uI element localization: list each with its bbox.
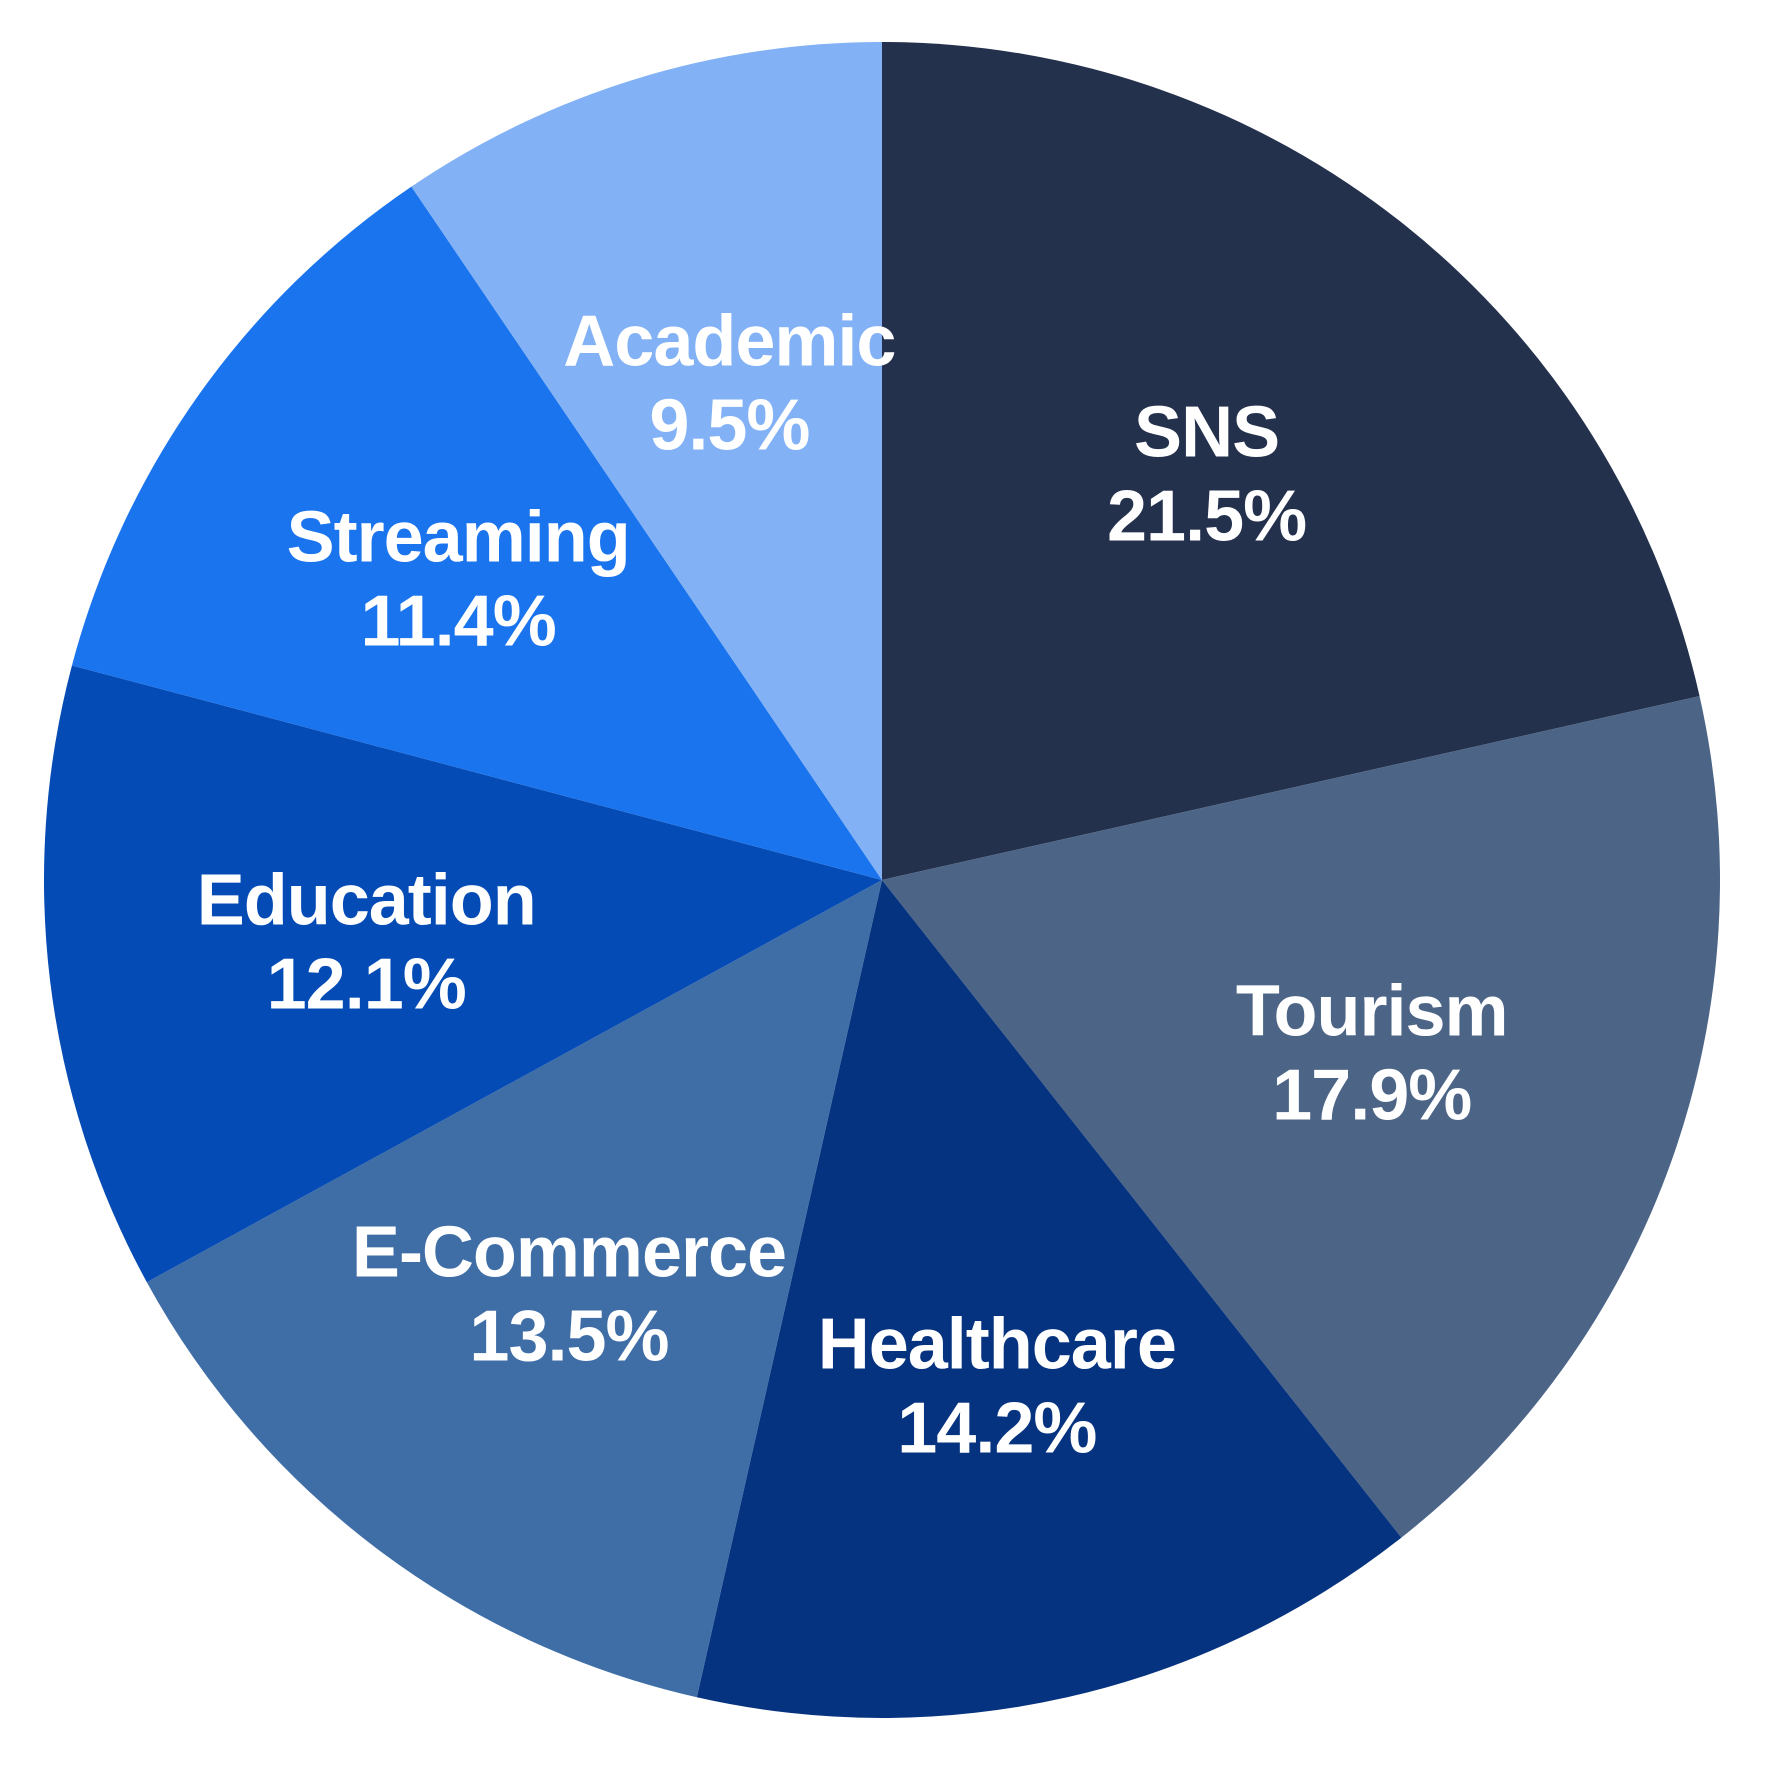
slice-label-streaming: Streaming [287,498,630,578]
pie-slice-e-commerce [146,880,883,1698]
slice-label-academic: Academic [563,301,895,381]
slice-value-tourism: 17.9% [1272,1056,1471,1136]
pie-slice-streaming [71,186,882,880]
slice-value-streaming: 11.4% [361,582,556,662]
slice-value-e-commerce: 13.5% [469,1297,668,1377]
pie-slice-education [44,665,883,1283]
slice-label-healthcare: Healthcare [818,1305,1176,1385]
slice-label-education: Education [197,861,536,941]
pie-slices [44,42,1720,1718]
slice-label-tourism: Tourism [1236,972,1508,1052]
slice-label-sns: SNS [1134,392,1279,472]
pie-slice-tourism [882,696,1720,1538]
slice-label-e-commerce: E-Commerce [352,1213,786,1293]
pie-slice-sns [882,42,1700,880]
slice-value-education: 12.1% [267,945,466,1025]
slice-value-sns: 21.5% [1107,476,1306,556]
slice-value-healthcare: 14.2% [897,1389,1096,1469]
pie-slice-healthcare [696,880,1402,1718]
pie-slice-academic [411,42,882,880]
slice-value-academic: 9.5% [649,385,809,465]
